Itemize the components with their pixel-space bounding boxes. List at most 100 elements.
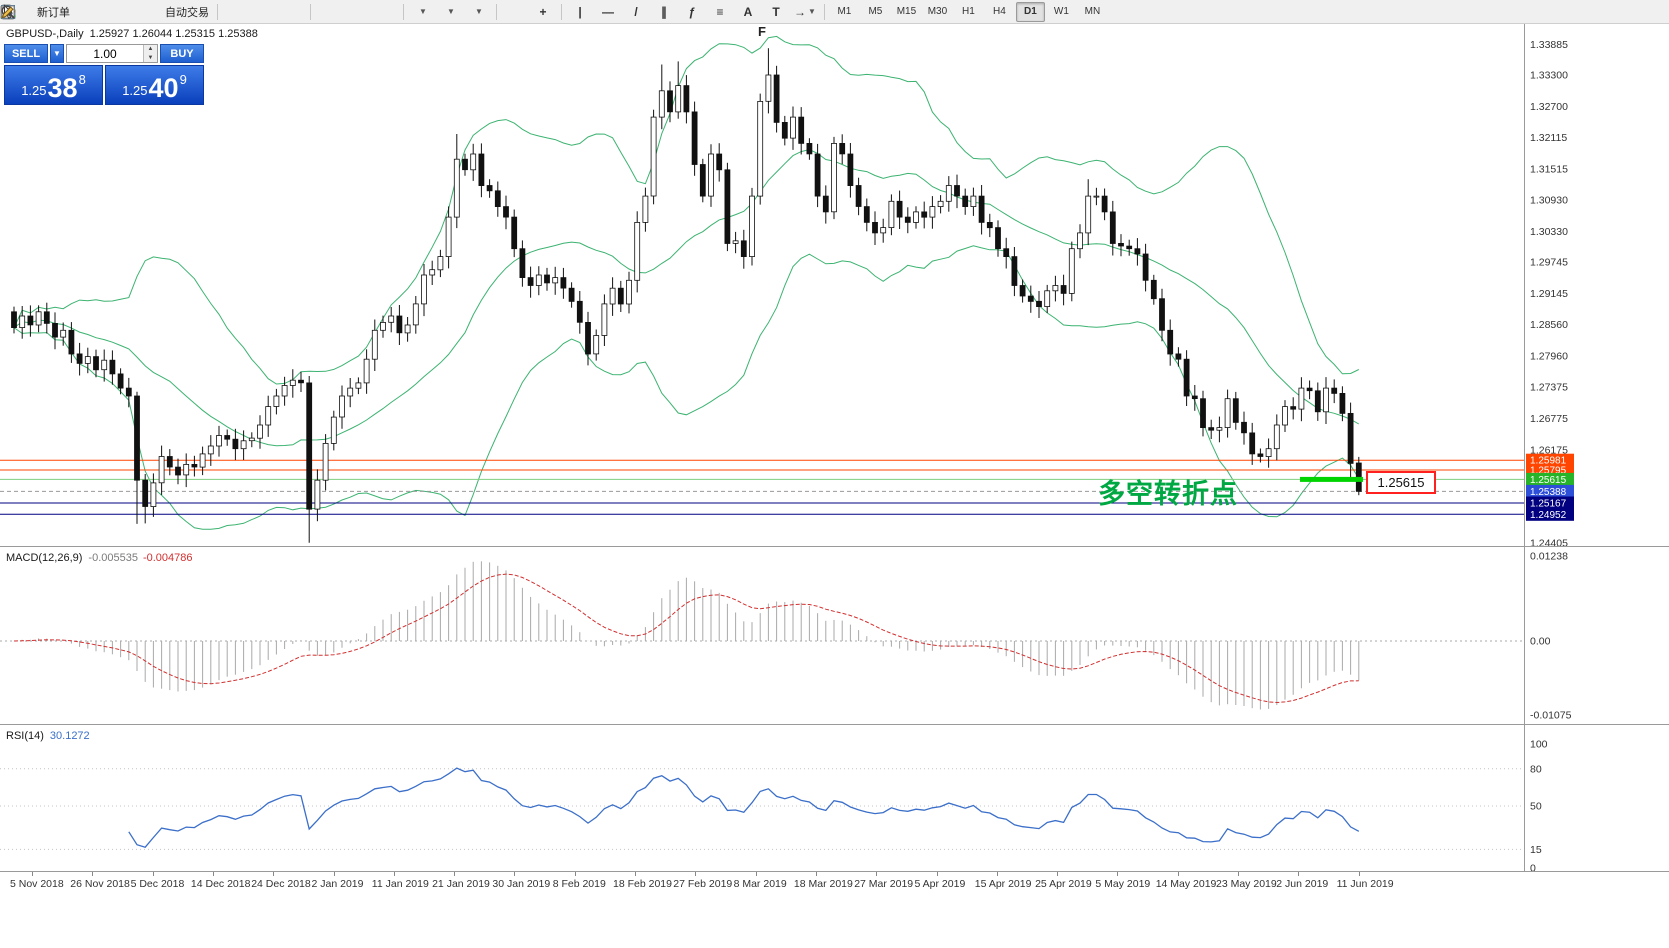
arrows-button[interactable]: → ▼ [790, 1, 820, 23]
candle-body [691, 111, 698, 165]
text-button[interactable]: A [734, 1, 762, 23]
highlight-green-segment[interactable] [1300, 476, 1363, 482]
tile-windows-button[interactable] [1, 1, 399, 23]
candlestick-button[interactable] [2, 1, 278, 23]
candle-body [839, 143, 846, 155]
horizontal-line-button[interactable]: — [594, 1, 622, 23]
timeframe-d1[interactable]: D1 [1015, 1, 1045, 22]
toolbar-group-cursor: + [4, 0, 557, 24]
candle-body [396, 315, 403, 334]
candle-body [1224, 398, 1231, 429]
new-chart-button[interactable]: ▼ [0, 1, 436, 23]
rsi-axis-label: 50 [1530, 801, 1542, 813]
sell-price-box[interactable]: 1.25 38 8 [4, 65, 103, 105]
candle-body [1150, 279, 1157, 300]
timeframe-h4[interactable]: H4 [993, 6, 1006, 17]
candle-body [314, 479, 321, 510]
search-button[interactable] [1, 1, 1639, 23]
candle-body [576, 300, 583, 323]
candle-body [1109, 211, 1116, 244]
candle-body [954, 185, 960, 197]
sell-button[interactable]: SELL [4, 44, 48, 63]
profiles-button[interactable] [0, 1, 102, 23]
vertical-line-button[interactable]: | [566, 1, 594, 23]
arrows-button-caret[interactable]: ▼ [808, 7, 816, 16]
time-tick [92, 872, 94, 876]
candle-body [1142, 253, 1149, 281]
volume-input[interactable] [67, 45, 143, 62]
zoom-in-button[interactable] [1, 1, 343, 23]
new-order-button[interactable]: 新订单 [2, 1, 74, 23]
timeframe-mn[interactable]: MN [1084, 6, 1101, 17]
timeframe-m1[interactable]: M1 [837, 6, 852, 17]
edit-button[interactable] [1, 1, 1667, 23]
candle-body [740, 240, 747, 258]
time-axis-label: 30 Jan 2019 [492, 878, 551, 890]
candle-body [634, 221, 641, 281]
candle-body [1290, 406, 1297, 410]
candle-body [1167, 329, 1174, 355]
periodicity-button[interactable]: ▼ [1, 1, 464, 23]
timeframe-h1[interactable]: H1 [962, 6, 975, 17]
sell-options-caret[interactable]: ▼ [50, 44, 64, 63]
buy-button[interactable]: BUY [160, 44, 204, 63]
volume-field-wrap: ▲ ▼ [66, 44, 158, 63]
price-chart[interactable]: 1.33885 1.33300 1.32700 1.32115 1.31515 1.309… [0, 24, 1669, 546]
price-axis-label: 1.24405 [1530, 538, 1568, 546]
timeframe-m15[interactable]: M15 [896, 6, 917, 17]
new-chart-button-caret[interactable]: ▼ [419, 7, 427, 16]
panel-divider[interactable] [0, 546, 1669, 547]
text-label-button[interactable]: T [762, 1, 790, 23]
zoom-out-button[interactable] [1, 1, 371, 23]
template-button[interactable]: ▼ [1, 1, 492, 23]
line-chart-button[interactable] [1, 1, 306, 23]
candle-body [175, 466, 181, 476]
autotrading-button[interactable]: 自动交易 [4, 1, 213, 23]
time-tick [755, 872, 757, 876]
price-tag [1526, 496, 1574, 510]
template-button-caret[interactable]: ▼ [475, 7, 483, 16]
periodicity-button-caret[interactable]: ▼ [447, 7, 455, 16]
chart-area[interactable]: 1.33885 1.33300 1.32700 1.32115 1.31515 1.309… [0, 24, 1669, 948]
candle-body [404, 324, 411, 334]
navigator-button[interactable] [1, 1, 158, 23]
candle-body [371, 329, 378, 360]
price-tag [1526, 507, 1574, 521]
buy-price-box[interactable]: 1.25 40 9 [105, 65, 204, 105]
timeframe-w1[interactable]: W1 [1053, 6, 1069, 17]
rsi-panel[interactable]: 100 80 50 15 0 [0, 725, 1669, 871]
candle-body [1093, 195, 1100, 198]
crosshair-button[interactable]: + [529, 1, 557, 23]
sell-price-big: 38 [47, 72, 78, 103]
candle-body [978, 195, 985, 223]
volume-down-button[interactable]: ▼ [144, 53, 157, 62]
fibonacci-button[interactable]: ƒ [678, 1, 706, 23]
candle-body [970, 195, 977, 208]
macd-panel[interactable]: 0.01238 0.00 -0.01075 [0, 547, 1669, 724]
bar-chart-button[interactable] [1, 1, 250, 23]
price-tag [1526, 484, 1574, 498]
candle-body [609, 287, 616, 305]
candle-body [191, 463, 198, 468]
timeframe-m5[interactable]: M5 [868, 6, 883, 17]
candle-body [142, 479, 149, 507]
channel-button[interactable]: ∥ [650, 1, 678, 23]
market-watch-button[interactable] [1, 1, 130, 23]
buy-price-sup: 9 [179, 72, 187, 87]
timeframe-m30[interactable]: M30 [927, 6, 948, 17]
cursor-button[interactable] [4, 1, 529, 23]
panel-divider[interactable] [0, 724, 1669, 725]
rsi-axis-label: 0 [1530, 863, 1536, 872]
candle-body [511, 216, 518, 250]
symbol-name: GBPUSD-,Daily [6, 28, 84, 40]
candle-body [781, 122, 788, 139]
candle-body [880, 227, 887, 234]
horizontal-line-button-glyph: — [602, 4, 614, 19]
trendline-button[interactable]: / [622, 1, 650, 23]
time-axis[interactable]: 5 Nov 2018 26 Nov 2018 5 Dec 2018 14 Dec 20… [0, 872, 1669, 898]
grid-levels-button[interactable]: ≡ [706, 1, 734, 23]
price-axis-label: 1.33300 [1530, 70, 1568, 82]
time-axis-label: 21 Jan 2019 [432, 878, 490, 890]
candle-body [1052, 285, 1059, 292]
volume-up-button[interactable]: ▲ [144, 45, 157, 54]
